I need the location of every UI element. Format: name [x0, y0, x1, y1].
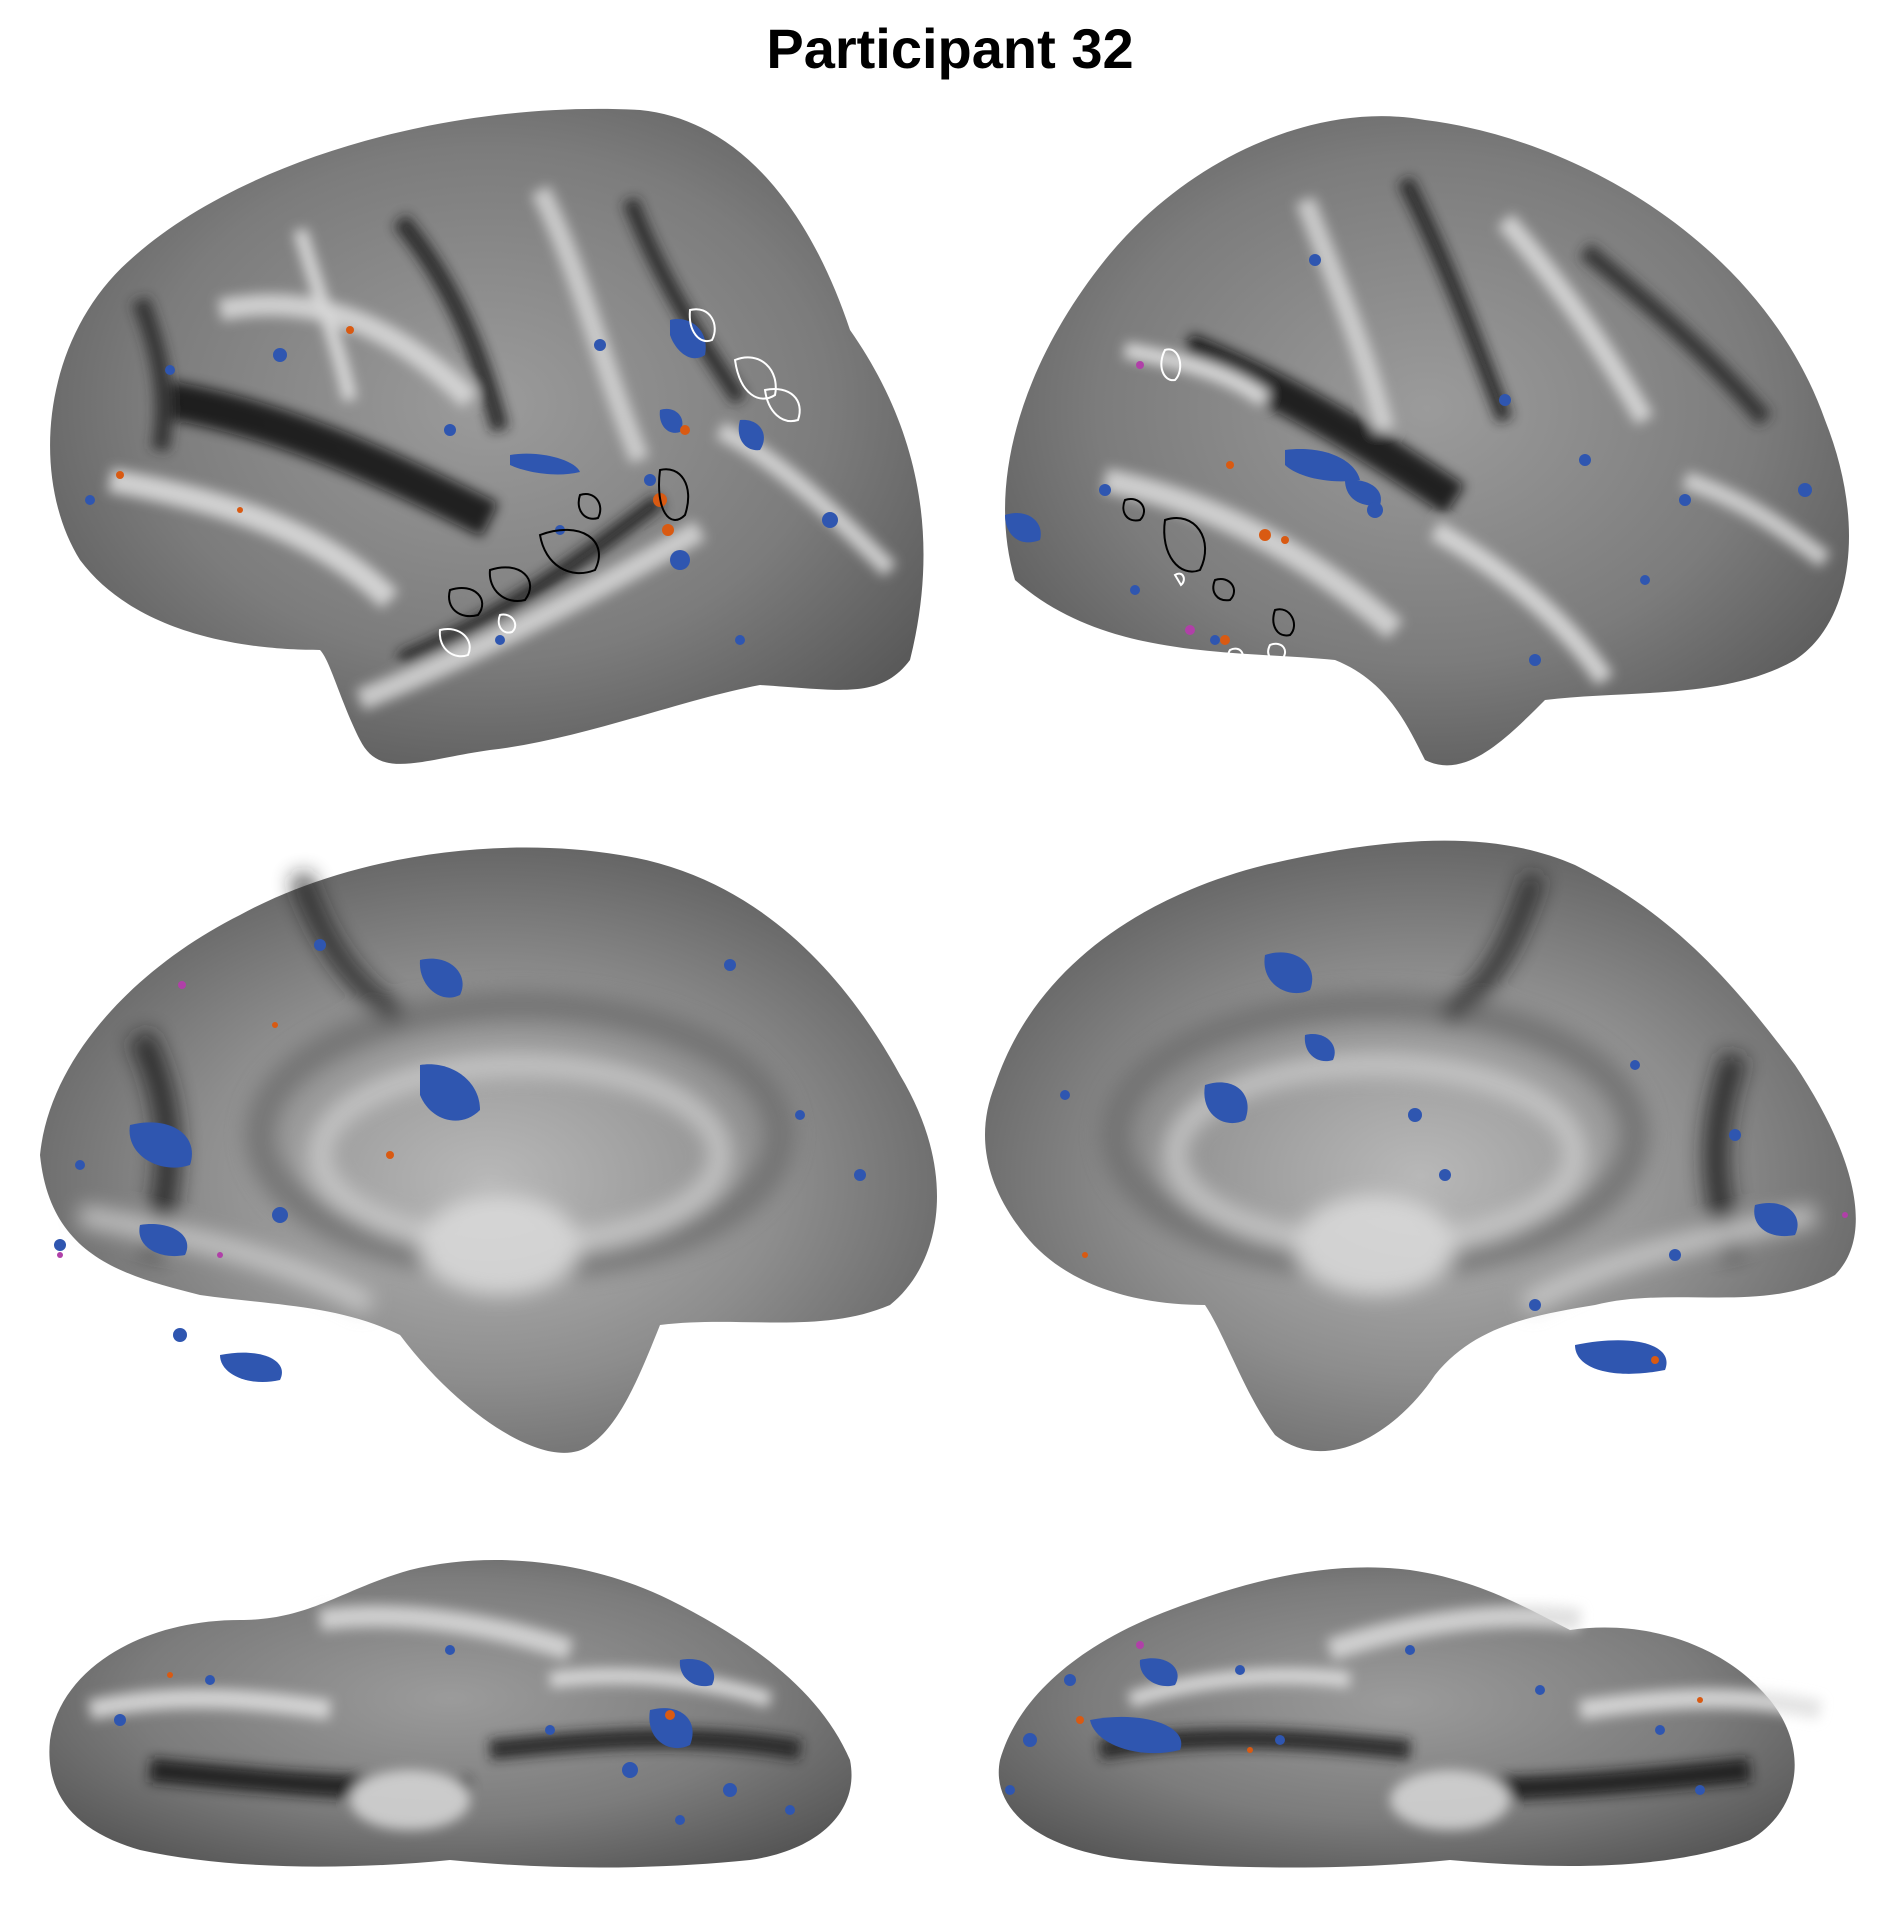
blue-activation-clusters [114, 1645, 795, 1825]
left-lateral-view [20, 100, 940, 780]
black-roi-outlines [1122, 498, 1295, 637]
right-medial-view [975, 835, 1875, 1515]
blue-activation-clusters [54, 939, 866, 1383]
orange-activation-clusters [1082, 1252, 1659, 1364]
blue-activation-clusters [1005, 1645, 1705, 1795]
magenta-activation-clusters [57, 981, 223, 1258]
magenta-activation-clusters [1136, 1641, 1144, 1649]
orange-activation-clusters [272, 1022, 394, 1159]
cortex-surface [985, 840, 1856, 1452]
black-roi-outlines [448, 468, 690, 618]
cortex-surface [40, 847, 938, 1453]
blue-activation-clusters [85, 319, 838, 645]
orange-activation-clusters [1220, 461, 1289, 645]
white-roi-outlines [1160, 348, 1286, 664]
white-roi-outlines [438, 308, 801, 658]
cortex-surface [1005, 116, 1849, 766]
right-ventral-view [980, 1550, 1870, 1880]
left-ventral-view [30, 1550, 920, 1880]
blue-activation-clusters [1060, 952, 1798, 1374]
magenta-activation-clusters [1842, 1212, 1848, 1218]
left-medial-view [20, 835, 940, 1515]
orange-activation-clusters [167, 1672, 675, 1720]
right-lateral-view [985, 100, 1865, 780]
blue-activation-clusters [1005, 254, 1812, 666]
orange-activation-clusters [1076, 1697, 1703, 1753]
cortex-surface [50, 108, 924, 764]
magenta-activation-clusters [1136, 361, 1195, 635]
figure-title: Participant 32 [766, 17, 1134, 80]
